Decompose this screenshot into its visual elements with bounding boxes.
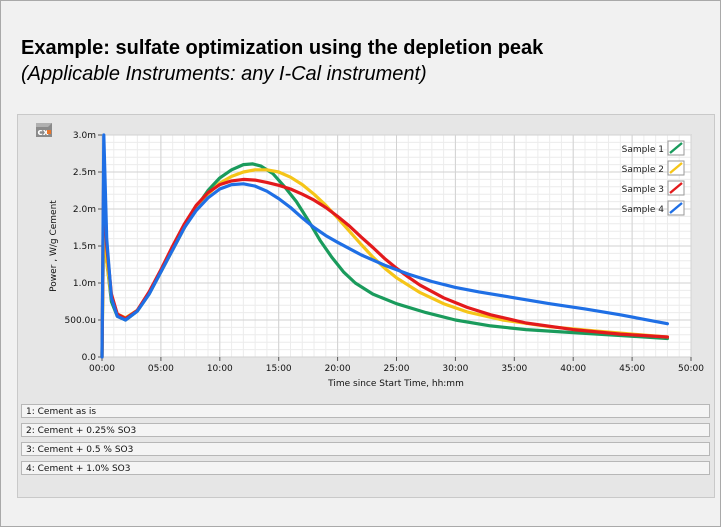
y-axis-label: Power , W/g Cement [49,200,59,292]
sample-description-3: 3: Cement + 0.5 % SO3 [21,442,710,456]
x-tick-label: 10:00 [207,364,233,374]
x-tick-label: 00:00 [89,364,115,374]
legend-swatch-line [669,182,683,194]
x-axis-label: Time since Start Time, hh:mm [327,379,464,389]
x-tick-label: 35:00 [501,364,527,374]
legend-swatch-line [669,162,683,174]
legend-label-sample-3: Sample 3 [622,185,664,195]
logo-text: cx [38,128,49,138]
calorimetry-logo-icon: cx [36,123,52,138]
sample-description-2: 2: Cement + 0.25% SO3 [21,423,710,437]
y-axis-ticks: 0.0 500.0u 1.0m 1.5m 2.0m 2.5m 3.0m [65,131,102,363]
slide-title: Example: sulfate optimization using the … [21,37,544,59]
sample-description-1: 1: Cement as is [21,404,710,418]
y-tick-label: 2.5m [73,168,96,178]
legend-label-sample-4: Sample 4 [622,205,665,215]
x-tick-label: 20:00 [325,364,351,374]
x-tick-label: 15:00 [266,364,292,374]
y-tick-label: 3.0m [73,131,96,141]
x-tick-label: 30:00 [442,364,468,374]
chart-panel: cx 00:00 05:00 10:00 15:00 20:00 25:00 30:00 35… [17,114,715,498]
y-tick-label: 2.0m [73,205,96,215]
chart-legend: Sample 1 Sample 2 Sample 3 Sample 4 [622,140,685,216]
y-tick-label: 1.5m [73,242,96,252]
x-tick-label: 45:00 [619,364,645,374]
sample-description-4: 4: Cement + 1.0% SO3 [21,461,710,475]
series-line-sample-4 [100,133,669,359]
y-tick-label: 500.0u [65,316,96,326]
y-tick-label: 0.0 [82,353,97,363]
heat-flow-chart: 00:00 05:00 10:00 15:00 20:00 25:00 30:00 35:00… [49,131,704,389]
x-tick-label: 05:00 [148,364,174,374]
legend-label-sample-1: Sample 1 [622,145,664,155]
legend-swatch-line [669,202,683,214]
y-tick-label: 1.0m [73,279,96,289]
legend-swatch-line [669,142,683,154]
x-axis-ticks: 00:00 05:00 10:00 15:00 20:00 25:00 30:00 35:00… [89,357,704,374]
x-tick-label: 50:00 [678,364,704,374]
x-tick-label: 25:00 [384,364,410,374]
chart-series [100,133,669,359]
x-tick-label: 40:00 [560,364,586,374]
slide-subtitle: (Applicable Instruments: any I-Cal instr… [21,63,427,85]
legend-label-sample-2: Sample 2 [622,165,664,175]
